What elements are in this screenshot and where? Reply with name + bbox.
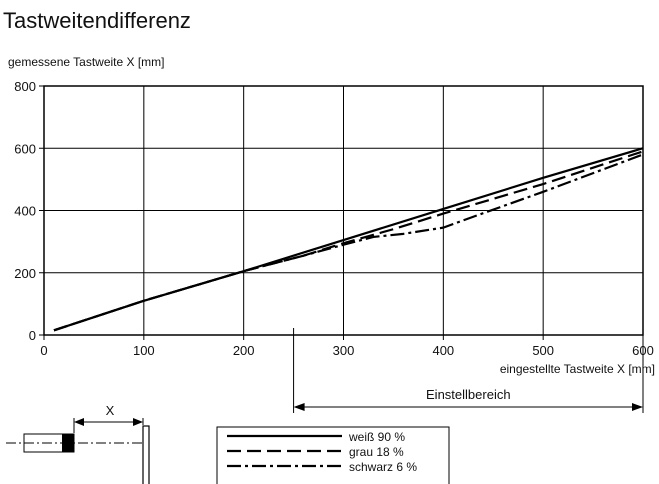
x-dim-arrow-right (133, 418, 143, 426)
x-dim-arrow-left (74, 418, 84, 426)
legend: weiß 90 %grau 18 %schwarz 6 % (216, 426, 450, 484)
range-annotation: Einstellbereich (293, 328, 644, 413)
series-lines (53, 147, 644, 332)
y-tick-label: 600 (14, 141, 36, 156)
x-tick-label: 100 (133, 343, 155, 358)
y-tick-label: 400 (14, 204, 36, 219)
x-tick-label: 300 (333, 343, 355, 358)
x-tick-label: 400 (432, 343, 454, 358)
x-dim-label: X (106, 403, 115, 418)
grid-lines (39, 85, 644, 340)
chart-title: Tastweitendifferenz (3, 8, 191, 33)
x-axis-label: eingestellte Tastweite X [mm] (499, 362, 655, 376)
range-label: Einstellbereich (426, 387, 511, 402)
series-line (53, 150, 644, 332)
range-arrow-left (293, 403, 305, 411)
legend-box (216, 426, 450, 484)
y-tick-label: 0 (29, 328, 36, 343)
y-tick-label: 200 (14, 266, 36, 281)
sensor-target (142, 425, 150, 484)
x-tick-label: 500 (532, 343, 554, 358)
series-line (53, 147, 644, 332)
x-tick-label: 0 (40, 343, 47, 358)
y-tick-label: 800 (14, 79, 36, 94)
legend-label: schwarz 6 % (349, 460, 417, 474)
sensor-diagram: X (6, 403, 150, 484)
y-axis-label: gemessene Tastweite X [mm] (8, 55, 165, 69)
x-tick-label: 200 (233, 343, 255, 358)
series-line (53, 153, 644, 332)
legend-label: weiß 90 % (348, 430, 405, 444)
legend-label: grau 18 % (349, 445, 404, 459)
range-arrow-right (632, 403, 643, 411)
